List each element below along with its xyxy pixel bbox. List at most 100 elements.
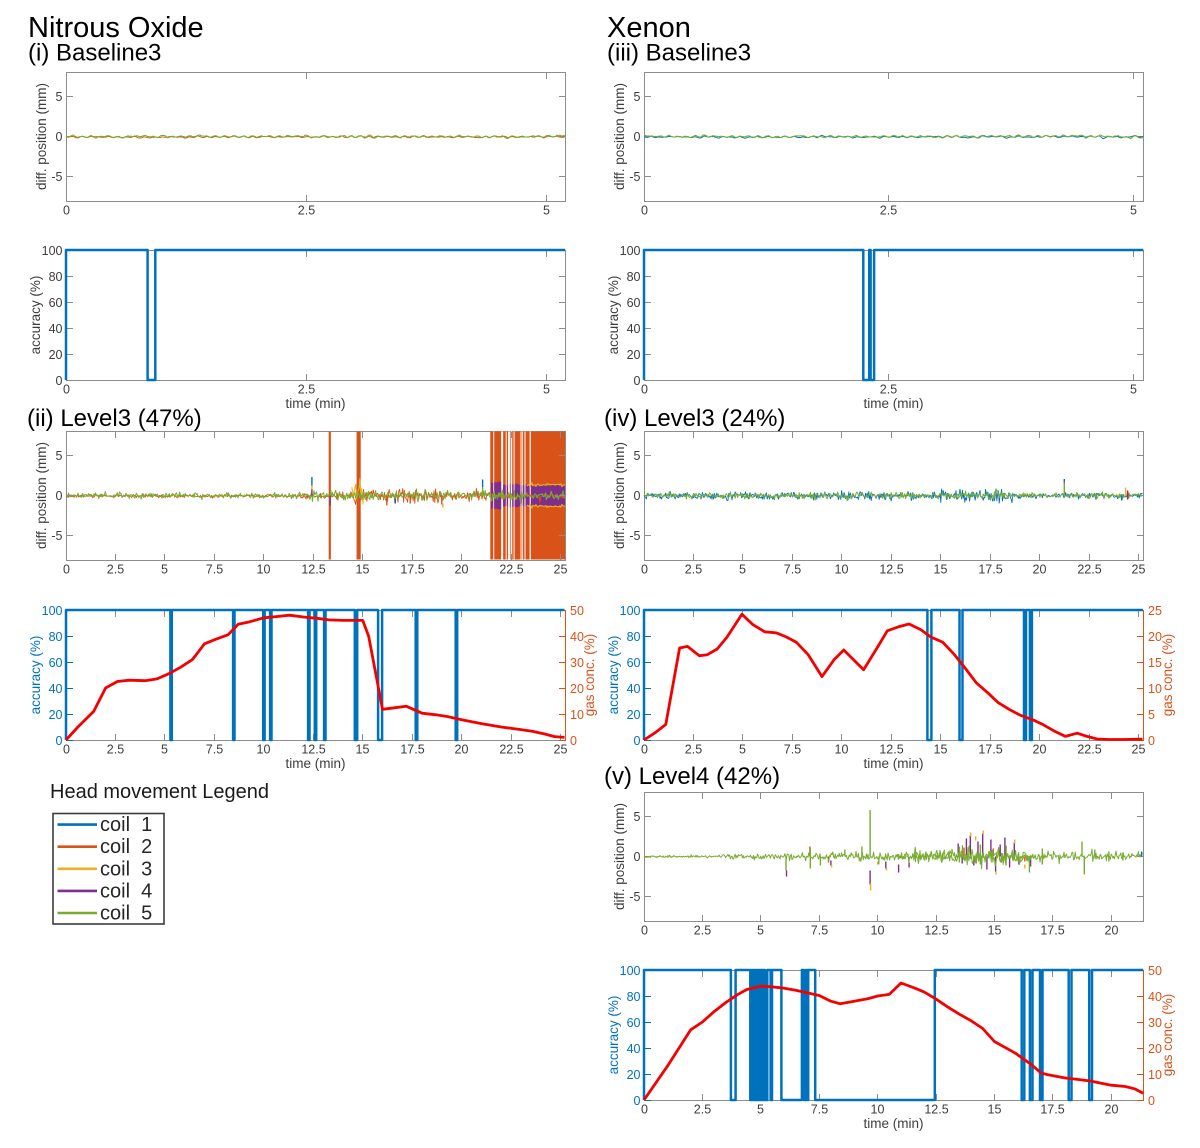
- svg-text:25: 25: [1148, 604, 1162, 618]
- svg-text:60: 60: [49, 296, 63, 310]
- svg-text:17.5: 17.5: [978, 563, 1002, 577]
- svg-text:17.5: 17.5: [400, 563, 424, 577]
- svg-text:gas conc. (%): gas conc. (%): [1160, 634, 1175, 717]
- svg-text:-5: -5: [629, 890, 640, 904]
- svg-text:22.5: 22.5: [499, 743, 523, 757]
- svg-text:0: 0: [570, 734, 577, 748]
- svg-text:accuracy (%): accuracy (%): [606, 636, 621, 715]
- svg-text:coil 4: coil 4: [100, 880, 152, 902]
- svg-text:30: 30: [1148, 1016, 1162, 1030]
- svg-text:0: 0: [63, 743, 70, 757]
- svg-text:80: 80: [627, 270, 641, 284]
- svg-text:12.5: 12.5: [879, 743, 903, 757]
- svg-text:0: 0: [634, 1094, 641, 1108]
- svg-text:5: 5: [757, 924, 764, 938]
- svg-text:2.5: 2.5: [694, 924, 711, 938]
- svg-text:7.5: 7.5: [811, 1103, 828, 1117]
- svg-text:20: 20: [1148, 630, 1162, 644]
- svg-text:5: 5: [56, 90, 63, 104]
- svg-text:coil 5: coil 5: [100, 903, 152, 925]
- svg-text:100: 100: [620, 964, 641, 978]
- svg-text:0: 0: [641, 743, 648, 757]
- svg-text:2.5: 2.5: [880, 204, 897, 218]
- svg-text:accuracy (%): accuracy (%): [606, 276, 621, 355]
- svg-text:80: 80: [627, 630, 641, 644]
- svg-text:Xenon: Xenon: [607, 12, 691, 44]
- svg-text:diff. position (mm): diff. position (mm): [612, 442, 627, 549]
- svg-text:0: 0: [1148, 734, 1155, 748]
- svg-text:0: 0: [634, 130, 641, 144]
- svg-text:20: 20: [49, 348, 63, 362]
- svg-text:10: 10: [257, 743, 271, 757]
- svg-text:17.5: 17.5: [400, 743, 424, 757]
- svg-text:0: 0: [641, 383, 648, 397]
- svg-text:-5: -5: [629, 170, 640, 184]
- svg-text:coil 1: coil 1: [100, 814, 152, 836]
- svg-text:100: 100: [42, 244, 63, 258]
- svg-text:40: 40: [1148, 990, 1162, 1004]
- svg-text:50: 50: [1148, 964, 1162, 978]
- svg-text:5: 5: [161, 743, 168, 757]
- svg-text:15: 15: [934, 563, 948, 577]
- svg-text:12.5: 12.5: [301, 743, 325, 757]
- svg-text:0: 0: [634, 850, 641, 864]
- svg-text:7.5: 7.5: [811, 924, 828, 938]
- svg-text:Nitrous Oxide: Nitrous Oxide: [28, 12, 204, 44]
- svg-text:5: 5: [1148, 708, 1155, 722]
- svg-text:40: 40: [49, 322, 63, 336]
- svg-text:10: 10: [835, 563, 849, 577]
- svg-text:(iii) Baseline3: (iii) Baseline3: [607, 40, 751, 67]
- svg-text:-5: -5: [51, 529, 62, 543]
- svg-text:time (min): time (min): [286, 756, 346, 771]
- svg-text:80: 80: [49, 270, 63, 284]
- svg-text:12.5: 12.5: [301, 563, 325, 577]
- svg-text:20: 20: [1105, 924, 1119, 938]
- svg-text:40: 40: [627, 322, 641, 336]
- svg-text:15: 15: [934, 743, 948, 757]
- svg-text:0: 0: [641, 204, 648, 218]
- svg-text:25: 25: [554, 563, 568, 577]
- svg-text:20: 20: [455, 743, 469, 757]
- svg-text:accuracy (%): accuracy (%): [606, 996, 621, 1075]
- svg-text:0: 0: [641, 924, 648, 938]
- svg-text:5: 5: [634, 810, 641, 824]
- svg-text:2.5: 2.5: [298, 204, 315, 218]
- svg-text:diff. position (mm): diff. position (mm): [612, 803, 627, 910]
- svg-text:5: 5: [634, 90, 641, 104]
- svg-text:5: 5: [56, 449, 63, 463]
- svg-text:0: 0: [56, 734, 63, 748]
- svg-text:20: 20: [1033, 743, 1047, 757]
- svg-text:60: 60: [627, 656, 641, 670]
- svg-text:20: 20: [455, 563, 469, 577]
- svg-text:5: 5: [739, 563, 746, 577]
- svg-text:20: 20: [627, 708, 641, 722]
- svg-text:80: 80: [49, 630, 63, 644]
- svg-text:40: 40: [627, 682, 641, 696]
- svg-text:40: 40: [49, 682, 63, 696]
- svg-text:100: 100: [42, 604, 63, 618]
- svg-text:10: 10: [871, 924, 885, 938]
- svg-text:10: 10: [570, 708, 584, 722]
- svg-text:22.5: 22.5: [1077, 563, 1101, 577]
- svg-text:15: 15: [356, 743, 370, 757]
- svg-text:5: 5: [1130, 383, 1137, 397]
- svg-text:0: 0: [1148, 1094, 1155, 1108]
- svg-text:25: 25: [1132, 563, 1146, 577]
- svg-text:0: 0: [63, 204, 70, 218]
- svg-text:22.5: 22.5: [1077, 743, 1101, 757]
- svg-text:20: 20: [570, 682, 584, 696]
- svg-text:gas conc. (%): gas conc. (%): [1160, 994, 1175, 1077]
- svg-text:12.5: 12.5: [879, 563, 903, 577]
- svg-text:(i) Baseline3: (i) Baseline3: [28, 40, 161, 67]
- svg-text:10: 10: [1148, 1068, 1162, 1082]
- svg-text:0: 0: [634, 734, 641, 748]
- svg-text:gas conc. (%): gas conc. (%): [582, 634, 597, 717]
- svg-text:25: 25: [1132, 743, 1146, 757]
- svg-text:2.5: 2.5: [107, 563, 124, 577]
- svg-text:accuracy (%): accuracy (%): [28, 276, 43, 355]
- svg-text:2.5: 2.5: [107, 743, 124, 757]
- svg-text:20: 20: [1105, 1103, 1119, 1117]
- svg-text:60: 60: [627, 296, 641, 310]
- svg-text:50: 50: [570, 604, 584, 618]
- svg-text:0: 0: [641, 1103, 648, 1117]
